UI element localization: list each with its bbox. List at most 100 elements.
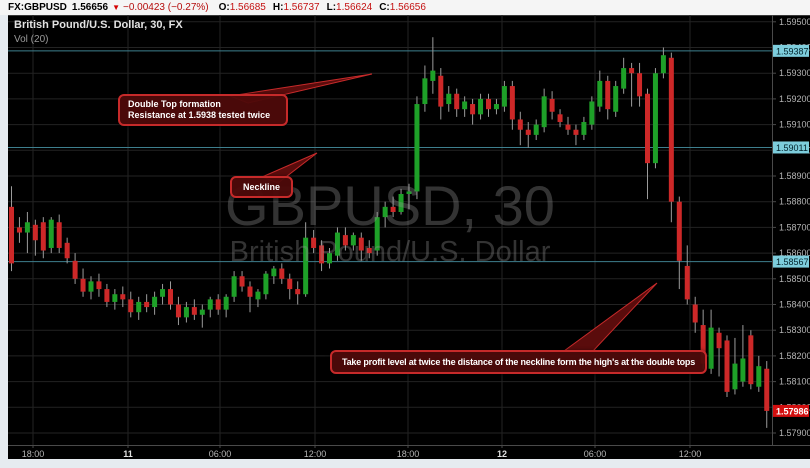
time-tick-label[interactable]: 06:00 [209,449,232,459]
candle-body [9,206,14,264]
candle-body [295,289,301,295]
candle-body [287,278,293,290]
candle-body [621,68,627,89]
time-tick-label[interactable]: 12:00 [304,449,327,459]
level-price-label-bg [773,44,809,57]
candle-body [223,296,229,310]
candle-body [88,281,94,292]
price-tick-label[interactable]: 1.58700 [779,222,810,232]
candle-body [517,119,523,130]
chart-svg[interactable]: 1.595001.594001.593001.592001.591001.590… [8,15,810,459]
annotation-double-top[interactable]: Double Top formation Resistance at 1.593… [118,94,288,126]
candle-body [708,327,714,369]
candle-body [748,335,754,385]
candle-body [303,237,309,295]
price-tick-label[interactable]: 1.58300 [779,325,810,335]
annotation-take-profit[interactable]: Take profit level at twice the distance … [330,350,708,374]
price-tick-label[interactable]: 1.58600 [779,248,810,258]
candle-body [334,232,340,256]
time-tick-label[interactable]: 18:00 [22,449,45,459]
candle-body [311,237,317,248]
low-label: L: [326,2,337,13]
candle-body [493,104,499,110]
price-tick-label[interactable]: 1.58200 [779,351,810,361]
time-tick-label[interactable]: 11 [123,449,133,459]
candle-body [668,57,674,202]
candle-body [478,98,484,115]
price-tick-label[interactable]: 1.58800 [779,197,810,207]
candle-body [764,368,770,411]
candle-body [430,70,436,81]
candle-body [72,260,78,279]
last-price-label: 1.57986 [776,406,809,416]
candle-body [501,86,507,107]
candle-body [732,363,738,390]
candle-body [327,253,332,264]
annotation-double-top-line2: Resistance at 1.5938 tested twice [128,110,271,120]
candle-body [271,268,277,277]
price-tick-label[interactable]: 1.59100 [779,120,810,130]
price-tick-label[interactable]: 1.58400 [779,300,810,310]
candle-body [128,299,134,313]
last-price: 1.56656 [71,2,109,13]
candle-body [724,340,730,392]
candle-body [64,242,70,259]
time-tick-label[interactable]: 12:00 [679,449,702,459]
candle-body [756,366,762,387]
candle-body [700,325,706,364]
candle-body [160,289,166,297]
level-price-label: 1.59011 [776,143,808,153]
level-price-label-bg [773,255,809,268]
price-tick-label[interactable]: 1.58900 [779,171,810,181]
candle-body [645,93,650,164]
candle-body [422,78,428,105]
candle-body [446,93,452,105]
candle-body [637,73,643,97]
candle-body [239,276,245,287]
candle-body [350,235,356,246]
candle-body [104,289,110,302]
candle-body [716,332,722,349]
candle-body [541,96,547,128]
candle-body [207,299,213,310]
candle-body [24,222,30,233]
price-tick-label[interactable]: 1.58500 [779,274,810,284]
candle-body [406,191,412,194]
level-price-label: 1.59387 [776,46,809,56]
candle-body [136,301,142,313]
symbol-name: FX:GBPUSD [8,2,67,13]
candle-body [684,265,690,300]
price-tick-label[interactable]: 1.59300 [779,68,810,78]
candle-body [398,193,404,212]
low-value: 1.56624 [336,2,373,13]
candle-body [16,227,22,233]
annotation-take-profit-text: Take profit level at twice the distance … [342,357,696,367]
candle-body [589,101,595,125]
down-triangle-icon: ▼ [112,3,120,12]
candle-body [613,86,619,112]
annotation-neckline[interactable]: Neckline [230,176,294,198]
high-label: H: [272,2,284,13]
price-tick-label[interactable]: 1.59500 [779,17,810,27]
price-tick-label[interactable]: 1.58100 [779,377,810,387]
time-tick-label[interactable]: 06:00 [584,449,607,459]
candle-body [573,129,579,135]
time-tick-label[interactable]: 12 [497,449,507,459]
candle-body [533,124,539,135]
candle-body [390,206,396,212]
candle-body [597,80,603,107]
candle-body [692,304,698,323]
price-tick-label[interactable]: 1.57900 [779,428,810,438]
candle-body [470,104,476,115]
annotation-double-top-line1: Double Top formation [128,99,221,109]
candle-body [462,101,468,110]
chart-pane[interactable]: GBPUSD, 30 British Pound/U.S. Dollar 1.5… [8,15,810,459]
candle-body [454,93,460,110]
candle-body [525,129,531,135]
time-tick-label[interactable]: 18:00 [397,449,420,459]
candle-body [48,219,54,248]
candle-body [581,122,587,135]
price-tick-label[interactable]: 1.59200 [779,94,810,104]
close-value: 1.56656 [389,2,426,13]
open-value: 1.56685 [229,2,266,13]
